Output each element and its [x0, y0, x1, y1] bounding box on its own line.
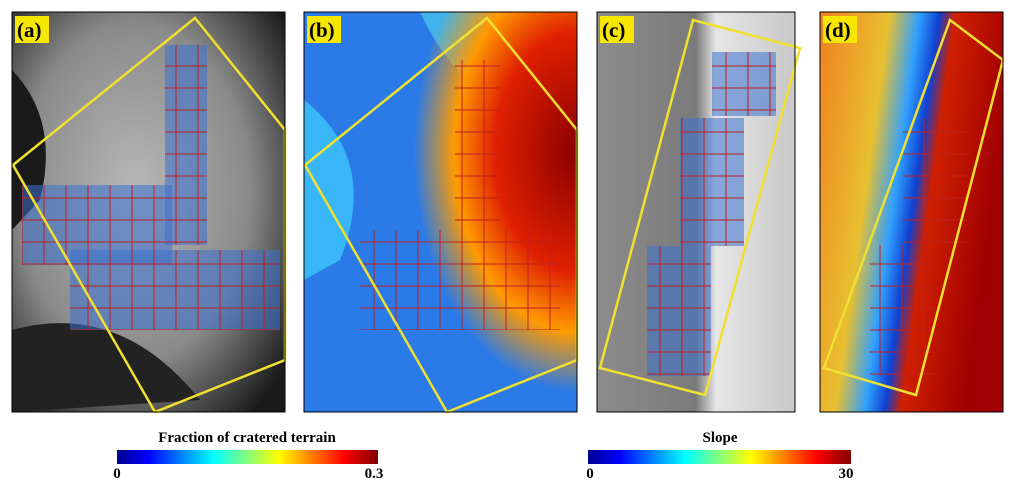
- panel-d: (d): [820, 12, 1003, 412]
- colorbar: Fraction of cratered terrain 0 0.3: [113, 430, 383, 482]
- crater-cells: [647, 246, 711, 376]
- crater-wall: [304, 12, 577, 412]
- crater-cells: [903, 118, 967, 246]
- colorbar-title: Fraction of cratered terrain: [158, 430, 336, 446]
- colorbar-scale: [588, 450, 851, 464]
- panel-b: (b): [304, 12, 577, 412]
- colorbar-min: 0: [113, 466, 121, 482]
- panel-label: (b): [309, 18, 335, 42]
- colorbar: Slope 0 30: [586, 430, 853, 482]
- colorbar-max: 30: [839, 466, 854, 482]
- crater-cells: [712, 52, 776, 116]
- panel-label: (c): [602, 18, 625, 42]
- panel-label: (a): [17, 18, 42, 42]
- colorbar-min: 0: [586, 466, 594, 482]
- crater-cells: [165, 45, 207, 245]
- panel-c: (c): [597, 12, 800, 412]
- colorbar-title: Slope: [702, 430, 737, 446]
- panel-label: (d): [825, 18, 851, 42]
- figure: (a) (b) (c) (d) Fraction of crater: [0, 0, 1015, 482]
- colorbar-scale: [117, 450, 378, 464]
- crater-cells: [680, 118, 744, 246]
- crater-cells: [870, 245, 934, 375]
- panel-a: (a): [12, 12, 285, 412]
- crater-cells: [455, 60, 500, 240]
- colorbar-max: 0.3: [365, 466, 384, 482]
